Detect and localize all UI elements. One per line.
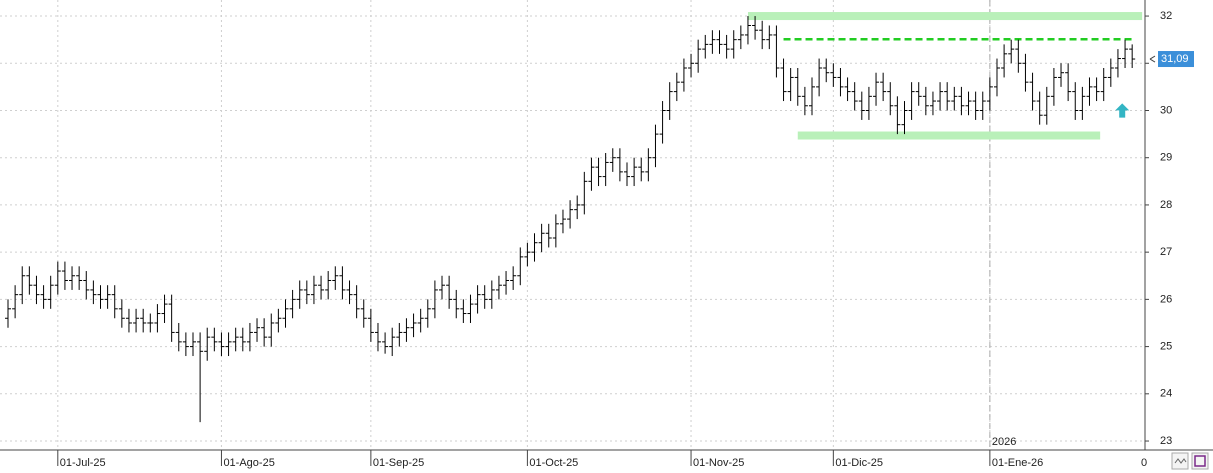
y-tick-label: 30 [1160,104,1172,116]
x-tick-label: 0 [1141,457,1147,469]
save-button[interactable] [1191,452,1209,470]
x-tick-label: 01-Oct-25 [529,457,578,469]
x-tick-label: 01-Dic-25 [835,457,883,469]
x-tick-label: 01-Jul-25 [60,457,106,469]
y-tick-label: 25 [1160,340,1172,352]
up-arrow [1115,103,1130,118]
x-tick-label: 01-Ago-25 [223,457,274,469]
y-tick-label: 27 [1160,246,1172,258]
y-tick-label: 29 [1160,152,1172,164]
y-tick-label: 23 [1160,435,1172,447]
year-label: 2026 [992,436,1016,448]
y-tick-label: 24 [1160,388,1172,400]
y-tick-label: 26 [1160,293,1172,305]
price-pointer [1149,55,1156,63]
price-box [1158,51,1194,68]
y-tick-label: 32 [1160,10,1172,22]
price-label: 31,09 [1161,53,1189,65]
support-band [747,12,1143,21]
x-tick-label: 01-Nov-25 [693,457,744,469]
x-tick-label: 01-Ene-26 [992,457,1043,469]
y-tick-label: 28 [1160,199,1172,211]
support-band [797,131,1101,140]
save-icon [1194,455,1206,467]
x-tick-label: 01-Sep-25 [373,457,424,469]
zoom-icon [1174,458,1187,464]
